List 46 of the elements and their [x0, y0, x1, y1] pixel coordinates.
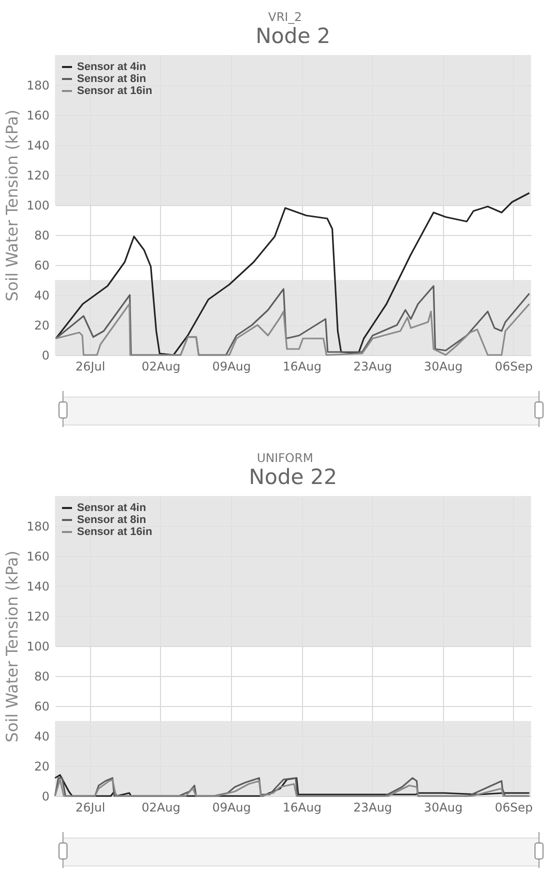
- y-axis-title: Soil Water Tension (kPa): [2, 550, 22, 742]
- y-tick-label: 140: [26, 580, 50, 594]
- y-tick-label: 180: [26, 78, 50, 92]
- y-tick-label: 60: [34, 258, 50, 272]
- y-tick-label: 80: [34, 228, 50, 242]
- y-tick-label: 20: [34, 760, 50, 774]
- x-tick-label: 16Aug: [282, 360, 322, 374]
- legend-label: Sensor at 16in: [77, 85, 152, 97]
- x-tick-label: 30Aug: [424, 800, 463, 814]
- y-tick-label: 0: [42, 348, 50, 362]
- y-tick-label: 40: [34, 730, 50, 744]
- legend-label: Sensor at 8in: [77, 73, 146, 85]
- x-tick-label: 23Aug: [353, 800, 392, 814]
- chart-title: Node 2: [256, 24, 330, 48]
- legend-label: Sensor at 8in: [77, 514, 146, 526]
- y-tick-label: 80: [34, 670, 50, 684]
- y-tick-label: 120: [26, 610, 50, 624]
- y-tick-label: 120: [26, 168, 50, 182]
- y-tick-label: 100: [26, 640, 50, 654]
- legend-label: Sensor at 4in: [77, 502, 146, 514]
- x-tick-label: 30Aug: [424, 360, 463, 374]
- y-tick-label: 0: [42, 790, 50, 804]
- x-tick-label: 09Aug: [212, 800, 251, 814]
- y-tick-label: 40: [34, 288, 50, 302]
- legend-label: Sensor at 16in: [77, 526, 152, 538]
- y-tick-label: 180: [26, 520, 50, 534]
- chart-subtitle: UNIFORM: [256, 450, 314, 467]
- x-tick-label: 06Sep: [494, 800, 533, 814]
- y-axis-title: Soil Water Tension (kPa): [2, 110, 22, 302]
- y-tick-label: 160: [26, 550, 50, 564]
- y-tick-label: 20: [34, 318, 50, 332]
- x-tick-label: 09Aug: [212, 360, 251, 374]
- y-tick-label: 60: [34, 700, 50, 714]
- chart-subtitle: VRI_2: [267, 9, 303, 26]
- x-tick-label: 06Sep: [494, 360, 533, 374]
- x-tick-label: 02Aug: [142, 360, 180, 374]
- legend-label: Sensor at 4in: [77, 61, 146, 73]
- x-tick-label: 16Aug: [282, 800, 322, 814]
- y-tick-label: 140: [26, 138, 50, 152]
- y-tick-label: 100: [26, 198, 50, 212]
- x-tick-label: 23Aug: [353, 360, 392, 374]
- x-tick-label: 26Jul: [75, 800, 106, 814]
- x-tick-label: 26Jul: [75, 360, 106, 374]
- x-tick-label: 02Aug: [142, 800, 180, 814]
- chart-title: Node 22: [248, 465, 338, 489]
- y-tick-label: 160: [26, 108, 50, 122]
